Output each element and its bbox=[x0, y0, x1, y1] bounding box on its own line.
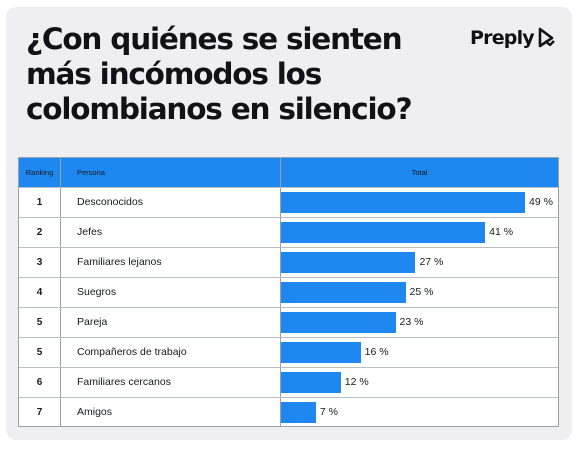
value-label: 25 % bbox=[409, 286, 434, 298]
value-label: 12 % bbox=[344, 376, 369, 388]
persona-cell: Suegros bbox=[77, 286, 117, 298]
value-label: 16 % bbox=[364, 346, 389, 358]
value-bar bbox=[281, 192, 526, 213]
value-bar bbox=[281, 312, 396, 333]
ranking-cell: 6 bbox=[36, 377, 43, 388]
value-label: 49 % bbox=[529, 196, 553, 208]
ranking-cell: 1 bbox=[36, 197, 43, 208]
table-row: 4 Suegros 25 % bbox=[19, 277, 558, 307]
column-divider bbox=[60, 158, 61, 426]
table-row: 5 Pareja 23 % bbox=[19, 307, 558, 337]
value-bar bbox=[281, 372, 341, 393]
ranking-cell: 2 bbox=[36, 227, 43, 238]
ranking-cell: 7 bbox=[36, 407, 43, 418]
value-bar bbox=[281, 222, 486, 243]
value-bar bbox=[281, 402, 316, 423]
header-total: Total bbox=[411, 168, 428, 177]
persona-cell: Pareja bbox=[77, 316, 108, 328]
ranking-cell: 3 bbox=[36, 257, 43, 268]
table-row: 7 Amigos 7 % bbox=[19, 397, 558, 427]
table-header: Ranking Persona Total bbox=[19, 158, 558, 188]
ranking-cell: 4 bbox=[36, 287, 43, 298]
header-ranking: Ranking bbox=[25, 168, 54, 177]
header-persona: Persona bbox=[77, 168, 105, 177]
value-label: 23 % bbox=[399, 316, 424, 328]
persona-cell: Desconocidos bbox=[77, 196, 143, 208]
value-label: 27 % bbox=[419, 256, 444, 268]
value-label: 41 % bbox=[489, 226, 514, 238]
preply-heart-icon bbox=[538, 27, 555, 48]
table-row: 2 Jefes 41 % bbox=[19, 217, 558, 247]
value-bar bbox=[281, 282, 406, 303]
value-label: 7 % bbox=[319, 406, 338, 418]
chart-title: ¿Con quiénes se sienten más incómodos lo… bbox=[26, 22, 413, 126]
persona-cell: Familiares cercanos bbox=[77, 376, 171, 388]
value-bar bbox=[281, 252, 416, 273]
persona-cell: Compañeros de trabajo bbox=[77, 346, 187, 358]
ranking-cell: 5 bbox=[36, 317, 43, 328]
table-row: 6 Familiares cercanos 12 % bbox=[19, 367, 558, 397]
ranking-table: Ranking Persona Total 1 Desconocidos 49 % 2… bbox=[18, 157, 559, 427]
persona-cell: Amigos bbox=[77, 406, 113, 418]
table-row: 5 Compañeros de trabajo 16 % bbox=[19, 337, 558, 367]
persona-cell: Jefes bbox=[77, 226, 103, 238]
table-row: 1 Desconocidos 49 % bbox=[19, 187, 558, 217]
value-bar bbox=[281, 342, 361, 363]
brand-name: Preply bbox=[470, 27, 535, 49]
table-row: 3 Familiares lejanos 27 % bbox=[19, 247, 558, 277]
persona-cell: Familiares lejanos bbox=[77, 256, 162, 268]
brand-logo: Preply bbox=[470, 26, 556, 50]
ranking-cell: 5 bbox=[36, 347, 43, 358]
column-divider bbox=[280, 158, 281, 426]
